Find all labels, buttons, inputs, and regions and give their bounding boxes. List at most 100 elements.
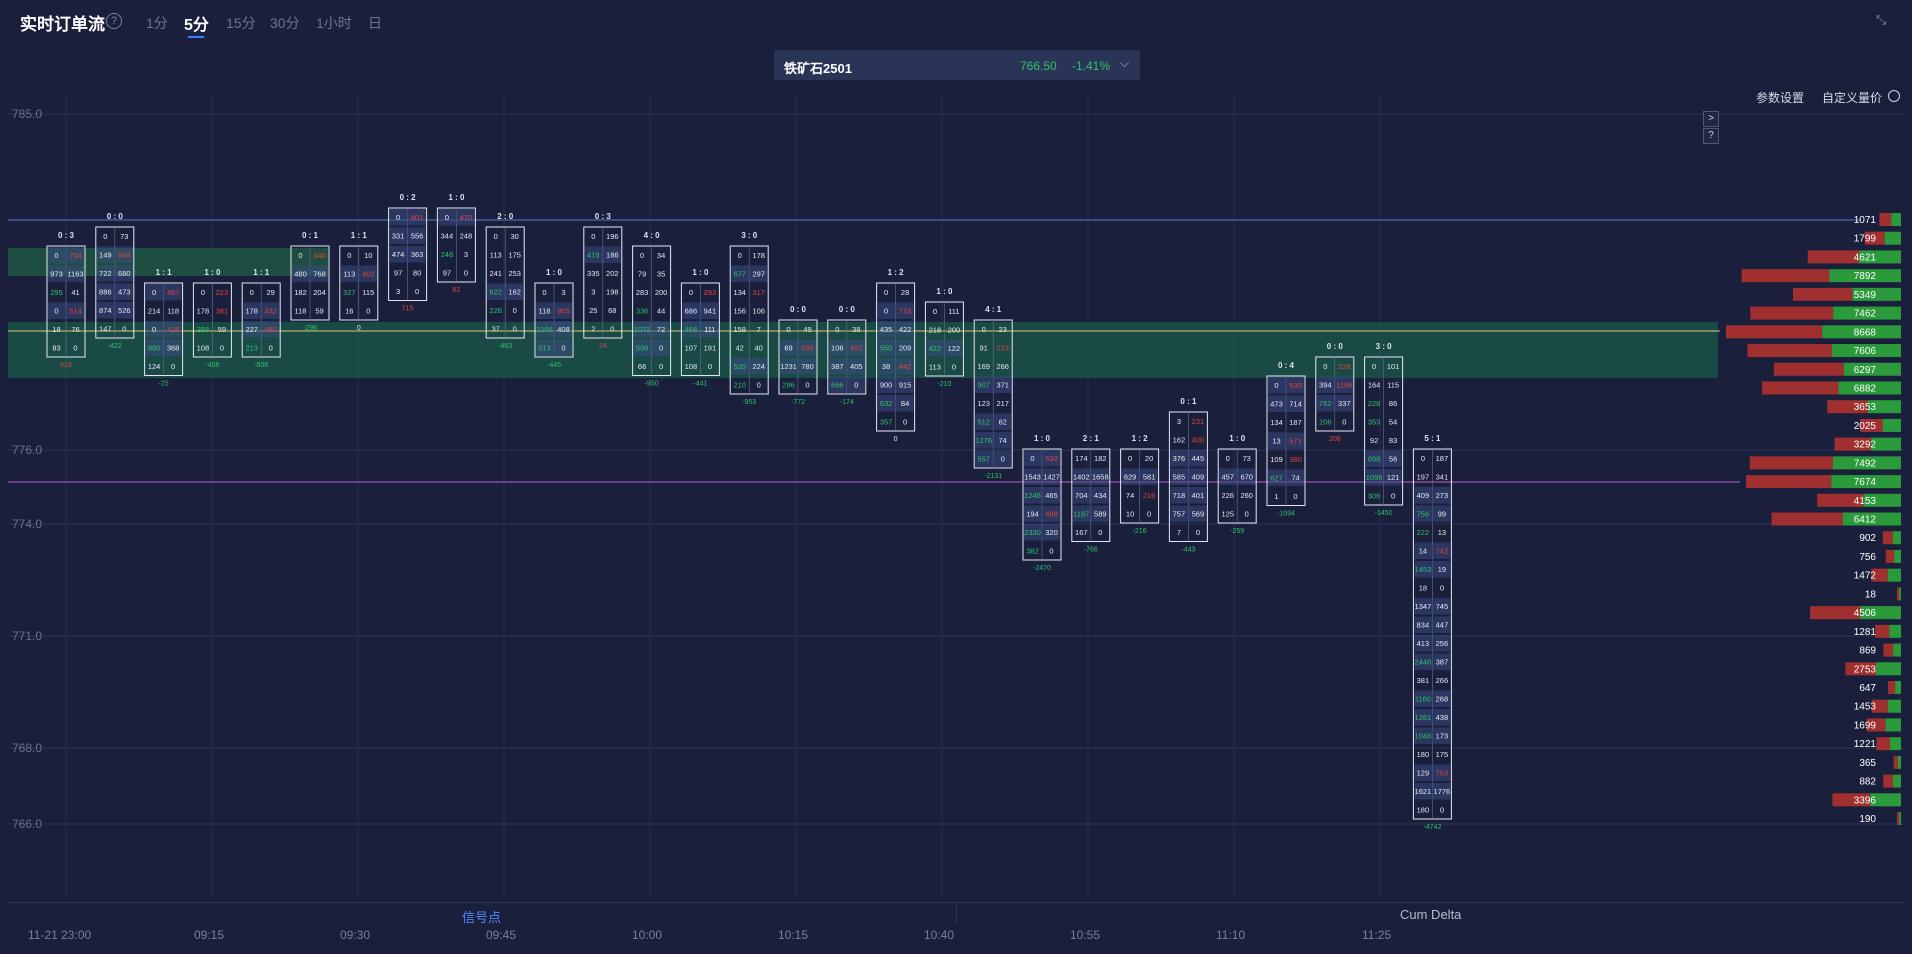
- volume-profile-value: 1071: [1854, 215, 1877, 226]
- bid-volume: 288: [197, 325, 210, 334]
- volume-profile-sell: [1750, 306, 1834, 320]
- bid-volume: 178: [197, 307, 210, 316]
- ask-volume: 0: [1342, 418, 1346, 427]
- ask-volume: 72: [657, 325, 665, 334]
- tab-signal-points[interactable]: 信号点: [462, 910, 502, 925]
- bid-volume: 980: [148, 344, 161, 353]
- volume-profile-buy: [1887, 568, 1901, 582]
- ask-volume: 74: [1291, 474, 1299, 483]
- ask-volume: 30: [511, 232, 519, 241]
- custom-price-button[interactable]: 自定义量价: [1822, 91, 1883, 105]
- bid-volume: 0: [1030, 454, 1034, 463]
- tab-30min[interactable]: 30分: [270, 15, 300, 31]
- cell-highlight: [1414, 653, 1451, 670]
- ask-volume: 1163: [67, 270, 83, 279]
- cell-highlight: [536, 339, 572, 356]
- tab-5min[interactable]: 5分: [184, 17, 209, 34]
- bar-header: 0 : 3: [58, 231, 75, 240]
- ask-volume: 111: [948, 307, 959, 316]
- bid-volume: 1246: [1024, 491, 1041, 500]
- top-bar: 实时订单流 ? 1分 5分 15分 30分 1小时 日 ⤡: [0, 0, 1912, 44]
- cell-highlight: [682, 302, 719, 319]
- volume-profile-sell: [1879, 213, 1892, 226]
- bid-volume: 108: [197, 344, 210, 353]
- bid-volume: 0: [152, 325, 156, 334]
- ask-volume: 467: [167, 288, 180, 297]
- ask-volume: 941: [704, 307, 717, 316]
- bid-volume: 42: [736, 344, 744, 353]
- bar-delta: -445: [547, 362, 561, 369]
- gear-icon[interactable]: [1888, 90, 1900, 102]
- cell-highlight: [780, 358, 816, 375]
- bar-delta: -508: [254, 362, 268, 369]
- ask-volume: 0: [659, 344, 663, 353]
- bid-volume: 0: [689, 288, 693, 297]
- volume-profile-sell: [1793, 287, 1853, 301]
- shrink-icon[interactable]: ⤡: [1876, 12, 1887, 27]
- ask-volume: 530: [1045, 454, 1058, 463]
- cell-highlight: [389, 246, 426, 263]
- ask-volume: 1776: [1434, 787, 1451, 796]
- ask-volume: 34: [657, 251, 665, 260]
- bid-volume: 124: [148, 362, 161, 371]
- y-axis-label: 774.0: [12, 517, 42, 531]
- bid-volume: 381: [1417, 676, 1430, 685]
- bar-header: 1 : 2: [888, 268, 905, 277]
- volume-profile-buy: [1871, 437, 1901, 451]
- tab-15min[interactable]: 15分: [226, 15, 256, 31]
- ask-volume: 196: [606, 232, 619, 241]
- ask-volume: 480: [264, 325, 277, 334]
- question-icon[interactable]: ?: [106, 13, 122, 29]
- ask-volume: 465: [1045, 491, 1058, 500]
- volume-profile-value: 756: [1859, 552, 1876, 563]
- bid-volume: 376: [1173, 454, 1186, 463]
- bid-volume: 129: [1417, 769, 1430, 778]
- tab-1min[interactable]: 1分: [146, 15, 168, 31]
- volume-profile-value: 190: [1859, 814, 1876, 825]
- volume-profile-sell: [1810, 606, 1861, 620]
- ask-volume: 380: [1289, 455, 1302, 464]
- bar-delta: -216: [1133, 528, 1147, 535]
- bid-volume: 622: [489, 288, 502, 297]
- bar-header: 1 : 1: [253, 268, 270, 277]
- bid-volume: 353: [1368, 418, 1381, 427]
- help-panel-button[interactable]: ?: [1703, 128, 1719, 144]
- cell-highlight: [1414, 783, 1451, 800]
- cell-highlight: [48, 265, 84, 282]
- bid-volume: 113: [929, 363, 941, 372]
- bid-volume: 632: [880, 399, 893, 408]
- bid-volume: 0: [54, 307, 58, 316]
- bid-volume: 25: [589, 306, 597, 315]
- ask-volume: 363: [411, 250, 424, 259]
- ask-volume: 7: [757, 325, 761, 334]
- bar-header: 1 : 0: [448, 193, 465, 202]
- bid-volume: 585: [1173, 473, 1186, 482]
- bar-delta: 24: [599, 343, 607, 350]
- bid-volume: 194: [1026, 510, 1039, 519]
- time-axis-label: 09:45: [486, 928, 517, 942]
- cell-highlight: [1170, 450, 1207, 467]
- ask-volume: 10: [364, 251, 372, 260]
- params-settings-button[interactable]: 参数设置: [1756, 91, 1805, 105]
- bid-volume: 0: [591, 232, 595, 241]
- bid-volume: 1160: [1415, 695, 1431, 704]
- ask-volume: 0: [1196, 528, 1200, 537]
- ask-volume: 73: [120, 232, 128, 241]
- tab-1hour[interactable]: 1小时: [316, 15, 352, 31]
- bid-volume: 69: [784, 344, 792, 353]
- expand-panel-button[interactable]: >: [1703, 111, 1719, 127]
- bid-volume: 178: [245, 307, 258, 316]
- bid-volume: 900: [880, 381, 893, 390]
- ask-volume: 341: [1436, 473, 1449, 482]
- bid-volume: 248: [441, 250, 454, 259]
- ask-volume: 38: [852, 325, 860, 334]
- bid-volume: 387: [831, 362, 844, 371]
- bid-volume: 180: [1417, 750, 1430, 759]
- tab-day[interactable]: 日: [368, 15, 382, 31]
- instrument-selector[interactable]: 铁矿石2501 766.50 -1.41% ⌵: [774, 50, 1140, 80]
- volume-profile-buy: [1822, 325, 1901, 339]
- bid-volume: 158: [733, 325, 746, 334]
- bar-delta: -953: [742, 399, 756, 406]
- tab-cum-delta[interactable]: Cum Delta: [1400, 907, 1462, 922]
